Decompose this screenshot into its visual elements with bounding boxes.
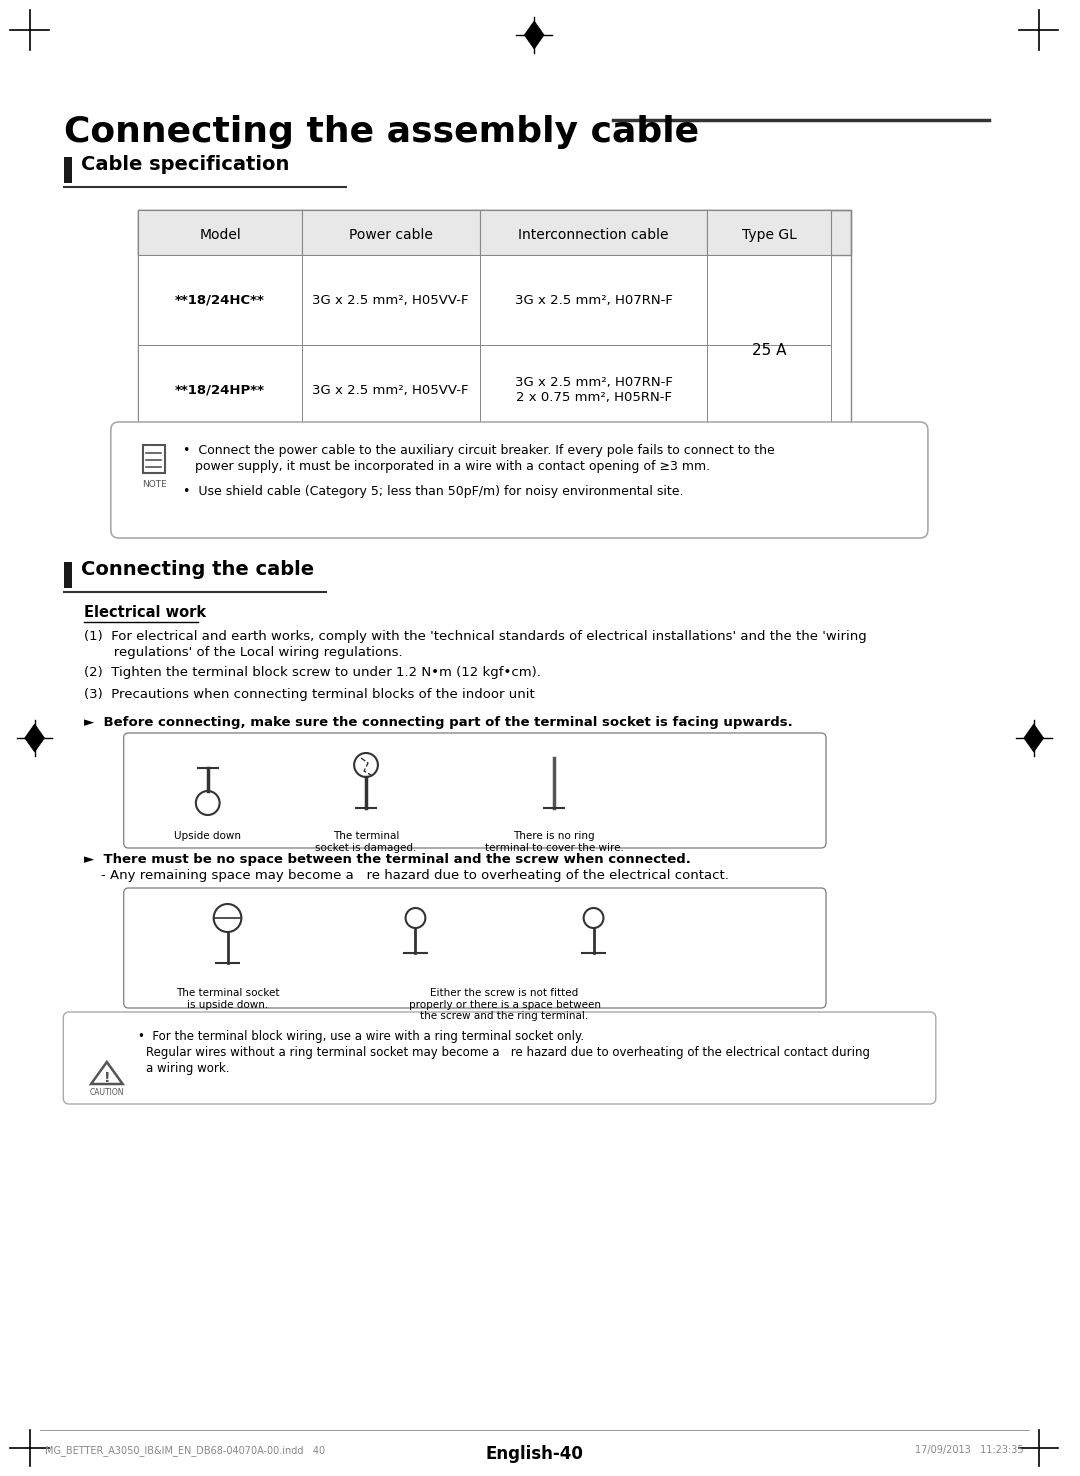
- Text: 3G x 2.5 mm², H07RN-F
2 x 0.75 mm², H05RN-F: 3G x 2.5 mm², H07RN-F 2 x 0.75 mm², H05R…: [514, 376, 673, 404]
- Text: Interconnection cable: Interconnection cable: [518, 227, 669, 242]
- FancyBboxPatch shape: [123, 734, 826, 849]
- FancyBboxPatch shape: [707, 255, 831, 345]
- Polygon shape: [1024, 725, 1043, 751]
- Text: (1)  For electrical and earth works, comply with the 'technical standards of ele: (1) For electrical and earth works, comp…: [84, 630, 867, 644]
- Polygon shape: [25, 725, 44, 751]
- FancyBboxPatch shape: [138, 255, 301, 345]
- Text: (2)  Tighten the terminal block screw to under 1.2 N•m (12 kgf•cm).: (2) Tighten the terminal block screw to …: [84, 666, 541, 679]
- Text: •  Use shield cable (Category 5; less than 50pF/m) for noisy environmental site.: • Use shield cable (Category 5; less tha…: [183, 486, 684, 497]
- Text: 25 A: 25 A: [752, 342, 786, 357]
- Text: a wiring work.: a wiring work.: [147, 1063, 230, 1075]
- Text: •  For the terminal block wiring, use a wire with a ring terminal socket only.: • For the terminal block wiring, use a w…: [138, 1030, 584, 1044]
- FancyBboxPatch shape: [301, 345, 480, 435]
- FancyBboxPatch shape: [138, 210, 301, 255]
- Text: Power cable: Power cable: [349, 227, 433, 242]
- Text: Connecting the assembly cable: Connecting the assembly cable: [65, 115, 700, 149]
- Text: English-40: English-40: [485, 1445, 583, 1463]
- FancyBboxPatch shape: [65, 156, 72, 183]
- Text: 3G x 2.5 mm², H05VV-F: 3G x 2.5 mm², H05VV-F: [312, 384, 469, 397]
- Text: Connecting the cable: Connecting the cable: [81, 559, 314, 579]
- Text: **18/24HC**: **18/24HC**: [175, 294, 265, 307]
- FancyBboxPatch shape: [123, 889, 826, 1008]
- Text: There is no ring
terminal to cover the wire.: There is no ring terminal to cover the w…: [485, 831, 623, 853]
- FancyBboxPatch shape: [480, 210, 707, 255]
- Text: (3)  Precautions when connecting terminal blocks of the indoor unit: (3) Precautions when connecting terminal…: [84, 688, 535, 701]
- Text: CAUTION: CAUTION: [90, 1088, 124, 1097]
- Text: 3G x 2.5 mm², H05VV-F: 3G x 2.5 mm², H05VV-F: [312, 294, 469, 307]
- FancyBboxPatch shape: [111, 422, 928, 537]
- Text: Type GL: Type GL: [742, 227, 797, 242]
- Text: **18/24HP**: **18/24HP**: [175, 384, 265, 397]
- Text: 3G x 2.5 mm², H07RN-F: 3G x 2.5 mm², H07RN-F: [514, 294, 673, 307]
- Text: 17/09/2013   11:23:35: 17/09/2013 11:23:35: [915, 1445, 1024, 1455]
- FancyBboxPatch shape: [64, 1013, 935, 1104]
- Text: !: !: [104, 1072, 110, 1085]
- Text: Electrical work: Electrical work: [84, 605, 206, 620]
- FancyBboxPatch shape: [138, 345, 301, 435]
- Text: Model: Model: [199, 227, 241, 242]
- FancyBboxPatch shape: [707, 345, 831, 435]
- Text: Cable specification: Cable specification: [81, 155, 289, 174]
- Text: MG_BETTER_A3050_IB&IM_EN_DB68-04070A-00.indd   40: MG_BETTER_A3050_IB&IM_EN_DB68-04070A-00.…: [44, 1445, 325, 1455]
- Text: NOTE: NOTE: [141, 480, 166, 489]
- FancyBboxPatch shape: [707, 210, 831, 255]
- FancyBboxPatch shape: [144, 444, 165, 472]
- FancyBboxPatch shape: [480, 345, 707, 435]
- Text: Upside down: Upside down: [174, 831, 241, 841]
- FancyBboxPatch shape: [480, 255, 707, 345]
- Text: Either the screw is not fitted
properly or there is a space between
the screw an: Either the screw is not fitted properly …: [408, 987, 600, 1021]
- Text: ►  Before connecting, make sure the connecting part of the terminal socket is fa: ► Before connecting, make sure the conne…: [84, 716, 793, 729]
- FancyBboxPatch shape: [301, 210, 480, 255]
- Text: ►  There must be no space between the terminal and the screw when connected.: ► There must be no space between the ter…: [84, 853, 691, 866]
- Text: regulations' of the Local wiring regulations.: regulations' of the Local wiring regulat…: [84, 646, 403, 658]
- Text: power supply, it must be incorporated in a wire with a contact opening of ≥3 mm.: power supply, it must be incorporated in…: [194, 461, 710, 472]
- FancyBboxPatch shape: [301, 255, 480, 345]
- Text: Regular wires without a ring terminal socket may become a   re hazard due to ove: Regular wires without a ring terminal so…: [147, 1046, 870, 1058]
- Text: •  Connect the power cable to the auxiliary circuit breaker. If every pole fails: • Connect the power cable to the auxilia…: [183, 444, 774, 458]
- Text: The terminal
socket is damaged.: The terminal socket is damaged.: [315, 831, 417, 853]
- Text: The terminal socket
is upside down.: The terminal socket is upside down.: [176, 987, 280, 1010]
- Text: - Any remaining space may become a   re hazard due to overheating of the electri: - Any remaining space may become a re ha…: [100, 869, 729, 883]
- FancyBboxPatch shape: [65, 562, 72, 587]
- FancyBboxPatch shape: [138, 210, 851, 255]
- Polygon shape: [524, 21, 544, 49]
